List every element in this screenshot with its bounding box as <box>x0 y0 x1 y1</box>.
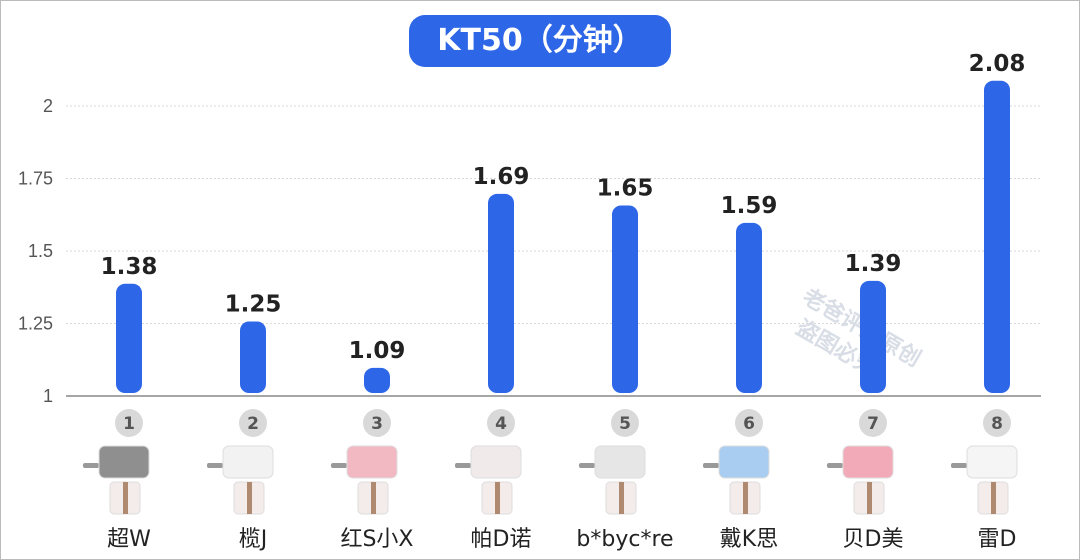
product-heater <box>842 445 894 479</box>
product-heater <box>966 445 1018 479</box>
product-heater <box>98 445 150 479</box>
product-wick <box>619 482 624 514</box>
number-badge <box>115 409 143 437</box>
number-badge <box>363 409 391 437</box>
category-label: 贝D美 <box>843 527 904 552</box>
product-heater <box>594 445 646 479</box>
number-badge-text: 5 <box>619 414 631 434</box>
bar <box>116 283 142 393</box>
bar <box>364 367 390 393</box>
y-tick-label: 1 <box>43 386 53 406</box>
number-badge-text: 7 <box>867 414 879 434</box>
category-label: 雷D <box>978 527 1017 552</box>
product-heater <box>718 445 770 479</box>
number-badge <box>859 409 887 437</box>
number-badge <box>983 409 1011 437</box>
y-tick-label: 1.75 <box>18 169 53 189</box>
category-label: 戴K思 <box>720 527 778 552</box>
product-plug-pin <box>579 463 595 468</box>
product-wick <box>123 482 128 514</box>
product-wick <box>743 482 748 514</box>
number-badge-text: 3 <box>371 414 383 434</box>
product-wick <box>247 482 252 514</box>
category-label: b*byc*re <box>576 527 673 552</box>
y-tick-label: 1.25 <box>18 314 53 334</box>
data-label: 1.09 <box>349 338 406 364</box>
product-heater <box>222 445 274 479</box>
product-plug-pin <box>827 463 843 468</box>
number-badge <box>239 409 267 437</box>
product-plug-pin <box>207 463 223 468</box>
number-badge-text: 4 <box>495 414 507 434</box>
product-plug-pin <box>455 463 471 468</box>
data-label: 2.08 <box>969 51 1026 77</box>
product-heater <box>470 445 522 479</box>
product-plug-pin <box>331 463 347 468</box>
category-label: 超W <box>107 527 151 552</box>
data-label: 1.25 <box>225 292 282 318</box>
product-wick <box>991 482 996 514</box>
y-tick-label: 2 <box>43 96 53 116</box>
y-tick-label: 1.5 <box>28 241 53 261</box>
data-label: 1.69 <box>473 164 530 190</box>
bar <box>488 193 514 393</box>
category-label: 帕D诺 <box>471 527 532 552</box>
product-plug-pin <box>951 463 967 468</box>
category-label: 红S小X <box>340 527 413 552</box>
product-wick <box>495 482 500 514</box>
product-wick <box>867 482 872 514</box>
product-plug-pin <box>703 463 719 468</box>
number-badge-text: 8 <box>991 414 1003 434</box>
data-label: 1.38 <box>101 254 158 280</box>
number-badge-text: 2 <box>247 414 259 434</box>
data-label: 1.65 <box>597 176 654 202</box>
category-label: 榄J <box>239 527 268 552</box>
number-badge-text: 6 <box>743 414 755 434</box>
watermark: 老爸评测原创盗图必究 <box>792 283 926 381</box>
number-badge <box>487 409 515 437</box>
chart-title: KT50（分钟） <box>409 15 671 67</box>
bar <box>240 321 266 393</box>
bar <box>984 80 1010 394</box>
data-label: 1.59 <box>721 193 778 219</box>
product-plug-pin <box>83 463 99 468</box>
product-heater <box>346 445 398 479</box>
bar <box>612 205 638 393</box>
number-badge <box>735 409 763 437</box>
product-wick <box>371 482 376 514</box>
number-badge-text: 1 <box>123 414 135 434</box>
data-label: 1.39 <box>845 251 902 277</box>
bar <box>736 222 762 393</box>
number-badge <box>611 409 639 437</box>
bar <box>860 280 886 393</box>
